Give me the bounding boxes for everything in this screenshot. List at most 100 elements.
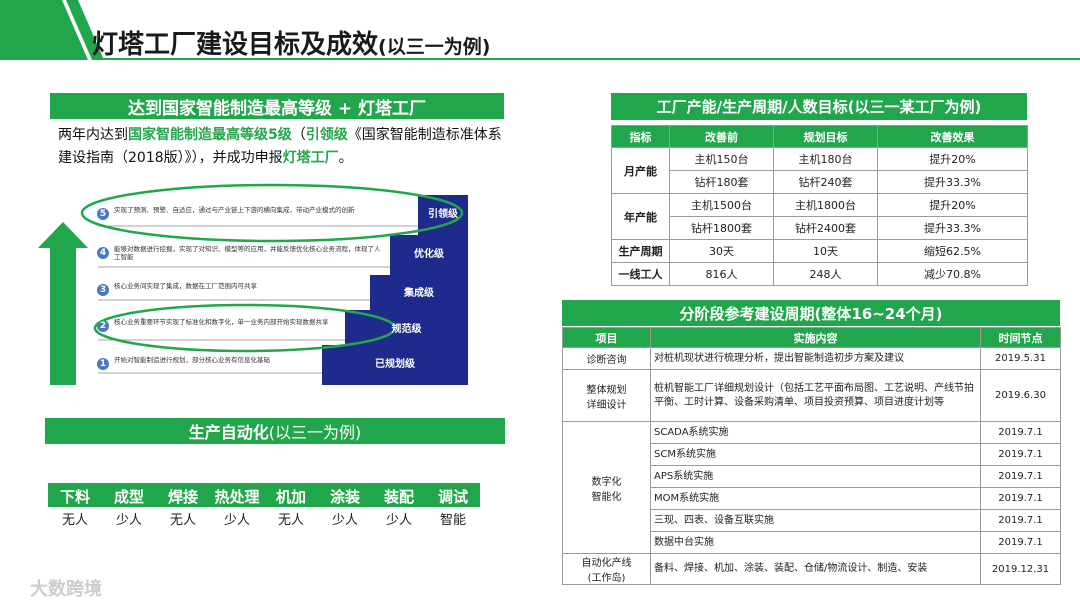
date-cell: 2019.5.31 [980, 347, 1061, 370]
project-cell: 整体规划 详细设计 [562, 369, 651, 422]
process: 涂装 [329, 488, 360, 506]
cell: 主机180台 [773, 147, 878, 171]
row: 钻杆180套 钻杆240套 提升33.3% [612, 170, 1028, 194]
project-cell: 自动化产线 (工作岛) [562, 553, 651, 585]
date-cell: 2019.7.1 [980, 531, 1061, 554]
cell: 钻杆180套 [669, 170, 774, 194]
targets-table: 指标 改善前 规划目标 改善效果 月产能 主机150台 主机180台 提升20% 钻杆180套钻… [611, 125, 1028, 286]
project-cell: 数字化 智能化 [562, 421, 651, 554]
process: 调试 [437, 488, 468, 506]
title: 灯塔工厂建设目标及成效(以三一为例) [92, 24, 490, 61]
row: 数字化 智能化 SCADA系统实施 2019.7.1 [562, 421, 1061, 554]
level-name: 已规划级 [375, 359, 415, 370]
row: 整体规划 详细设计 桩机智能工厂详细规划设计（包括工艺平面布局图、工艺说明、产线节… [562, 369, 1061, 422]
cell: 248人 [773, 262, 878, 286]
process-level: 少人 [115, 513, 142, 528]
cell: 10天 [773, 239, 878, 263]
date-cell: 2019.6.30 [980, 369, 1061, 422]
content-cell: 三现、四表、设备互联实施 [650, 509, 981, 532]
header-cell: 改善前 [669, 125, 774, 148]
up-arrow [38, 222, 88, 385]
targets-title: 工厂产能/生产周期/人数目标(以三一某工厂为例) [611, 93, 1027, 120]
process-level: 无人 [169, 513, 196, 528]
level-number: 2 [99, 321, 107, 331]
content-cell: 备料、焊接、机加、涂装、装配、仓储/物流设计、制造、安装 [650, 553, 981, 585]
level-name: 集成级 [404, 288, 434, 299]
text: 《国家智能制造标准体系建设指南（2018版）》），并成功申报 [58, 127, 502, 166]
heading-suffix: (以三一为例) [268, 423, 362, 442]
header-cell: 实施内容 [650, 327, 981, 348]
watermark: 大数跨境 [30, 579, 102, 600]
content-cell: SCM系统实施 [650, 443, 981, 466]
level-description: 核心业务重要环节实现了标准化和数字化，单一业务内部开始实现数据共享 [114, 318, 329, 326]
metric-cell: 一线工人 [611, 262, 670, 286]
cell: 钻杆2400套 [773, 216, 878, 240]
level-number: 5 [99, 209, 107, 219]
cell: 主机1800台 [773, 193, 878, 217]
metric-cell: 月产能 [611, 147, 670, 194]
process-level: 少人 [385, 513, 412, 528]
level-name: 规范级 [391, 324, 422, 335]
date-cell: 2019.12.31 [980, 553, 1061, 585]
date-cell: 2019.7.1 [980, 509, 1061, 532]
metric-cell: 年产能 [611, 193, 670, 240]
process-level: 少人 [331, 513, 358, 528]
process-level: 无人 [277, 513, 304, 528]
text-highlight: 引领级 [305, 127, 348, 143]
date-cell: 2019.7.1 [980, 487, 1061, 510]
process-level: 无人 [61, 513, 88, 528]
row: 钻杆1800套 钻杆2400套 提升33.3% [612, 216, 1028, 240]
cell: 钻杆240套 [773, 170, 878, 194]
schedule-table: 项目 实施内容 时间节点 诊断咨询 对桩机现状进行梳理分析，提出智能制造初步方案及建议 2… [562, 327, 1061, 585]
title-suffix: (以三一为例) [378, 36, 491, 58]
process: 装配 [383, 488, 414, 506]
text-highlight: 国家智能制造最高等级5级 [128, 127, 292, 143]
header-cell: 时间节点 [980, 327, 1061, 348]
highlight-ellipse [80, 183, 464, 243]
cell: 提升33.3% [877, 216, 1028, 240]
row: 诊断咨询 对桩机现状进行梳理分析，提出智能制造初步方案及建议 2019.5.31 [562, 347, 1061, 370]
content-cell: SCADA系统实施 [650, 421, 981, 444]
cell: 主机1500台 [669, 193, 774, 217]
content-cell: MOM系统实施 [650, 487, 981, 510]
cell: 提升20% [877, 193, 1028, 217]
header-cell: 指标 [611, 125, 670, 148]
title-text: 灯塔工厂建设目标及成效 [92, 30, 379, 60]
level-description: 实现了预测、预警、自适应，通过与产业链上下游的横向集成，带动产业模式的创新 [114, 206, 355, 214]
level-description: 核心业务间实现了集成，数据在工厂范围内可共享 [114, 282, 257, 290]
cell: 缩短62.5% [877, 239, 1028, 263]
row: 月产能 主机150台 主机180台 提升20% [611, 147, 1028, 194]
title-accent [0, 0, 88, 60]
goal-heading: 达到国家智能制造最高等级 + 灯塔工厂 [50, 93, 504, 119]
header-cell: 改善效果 [877, 125, 1028, 148]
text-highlight: 灯塔工厂 [282, 150, 339, 166]
text: 。 [338, 150, 353, 166]
header-row: 项目 实施内容 时间节点 [562, 327, 1061, 348]
content-cell: 对桩机现状进行梳理分析，提出智能制造初步方案及建议 [650, 347, 981, 370]
level-name: 优化级 [414, 249, 444, 260]
goal-text: 两年内达到国家智能制造最高等级5级（引领级《国家智能制造标准体系建设指南（201… [58, 124, 513, 170]
level-description: 开始对智能制造进行规划，部分核心业务有信息化基础 [114, 356, 270, 364]
level-number: 4 [99, 248, 107, 258]
steps-band [48, 483, 480, 507]
level-number: 1 [99, 359, 107, 369]
level-lines [98, 225, 418, 374]
row: 一线工人 816人 248人 减少70.8% [611, 262, 1028, 286]
cell: 减少70.8% [877, 262, 1028, 286]
process-level: 少人 [223, 513, 250, 528]
content-cell: 数据中台实施 [650, 531, 981, 554]
project-cell: 诊断咨询 [562, 347, 651, 370]
date-cell: 2019.7.1 [980, 465, 1061, 488]
process: 成型 [113, 488, 144, 506]
title-accent [66, 0, 104, 60]
cell: 提升20% [877, 147, 1028, 171]
text: （ [291, 127, 306, 143]
level-description: 能够对数据进行挖掘，实现了对知识、模型等的应用，并能反馈优化核心业务流程，体现了… [114, 245, 381, 261]
row: 自动化产线 (工作岛) 备料、焊接、机加、涂装、装配、仓储/物流设计、制造、安装 2… [562, 553, 1061, 585]
date-cell: 2019.7.1 [980, 421, 1061, 444]
automation-heading: 生产自动化 (以三一为例) [45, 418, 505, 444]
header-cell: 规划目标 [773, 125, 878, 148]
row: 生产周期 30天 10天 缩短62.5% [611, 239, 1028, 263]
